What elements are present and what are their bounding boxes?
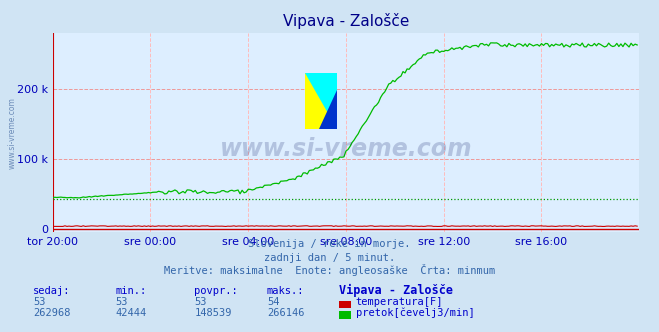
Text: Slovenija / reke in morje.: Slovenija / reke in morje. [248,239,411,249]
Text: pretok[čevelj3/min]: pretok[čevelj3/min] [356,307,474,318]
Text: www.si-vreme.com: www.si-vreme.com [219,137,473,161]
Text: 53: 53 [194,297,207,307]
Text: 262968: 262968 [33,308,71,318]
Text: 148539: 148539 [194,308,232,318]
Bar [305,73,337,129]
Text: 54: 54 [267,297,279,307]
Polygon shape [305,73,337,129]
Text: zadnji dan / 5 minut.: zadnji dan / 5 minut. [264,253,395,263]
Text: 53: 53 [33,297,45,307]
Text: min.:: min.: [115,286,146,296]
Text: 53: 53 [115,297,128,307]
Text: 266146: 266146 [267,308,304,318]
Text: www.si-vreme.com: www.si-vreme.com [8,97,17,169]
Text: Meritve: maksimalne  Enote: angleosaške  Črta: minmum: Meritve: maksimalne Enote: angleosaške Č… [164,264,495,276]
Text: sedaj:: sedaj: [33,286,71,296]
Text: temperatura[F]: temperatura[F] [356,297,444,307]
Title: Vipava - Zalošče: Vipava - Zalošče [283,13,409,29]
Text: povpr.:: povpr.: [194,286,238,296]
Polygon shape [320,90,337,129]
Text: maks.:: maks.: [267,286,304,296]
Text: 42444: 42444 [115,308,146,318]
Text: Vipava - Zalošče: Vipava - Zalošče [339,284,453,297]
